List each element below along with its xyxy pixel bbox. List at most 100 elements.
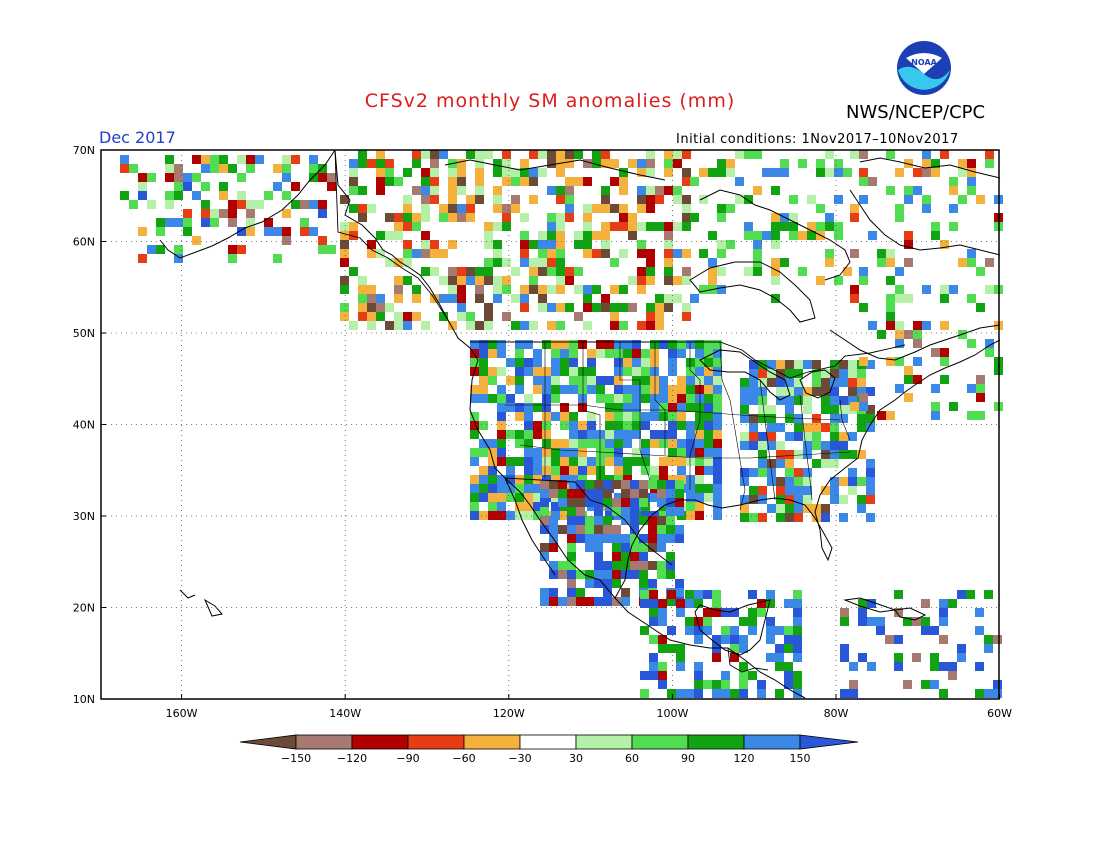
anomaly-cell [913, 330, 922, 339]
anomaly-cell [515, 439, 524, 448]
anomaly-cell [866, 459, 875, 468]
anomaly-cell [686, 358, 695, 367]
anomaly-cell [621, 597, 630, 606]
anomaly-cell [556, 222, 565, 231]
anomaly-cell [587, 457, 596, 466]
anomaly-cell [466, 213, 475, 222]
anomaly-cell [632, 412, 641, 421]
anomaly-cell [520, 213, 529, 222]
anomaly-cell [904, 375, 913, 384]
anomaly-cell [412, 312, 421, 321]
anomaly-cell [603, 480, 612, 489]
anomaly-cell [138, 173, 147, 182]
anomaly-cell [886, 411, 895, 420]
anomaly-cell [648, 534, 657, 543]
anomaly-cell [675, 507, 684, 516]
anomaly-cell [309, 200, 318, 209]
colorbar-label: 120 [733, 752, 755, 765]
anomaly-cell [649, 608, 658, 617]
anomaly-cell [758, 468, 767, 477]
anomaly-cell [475, 276, 484, 285]
anomaly-cell [690, 177, 699, 186]
anomaly-cell [667, 626, 676, 635]
anomaly-cell [677, 349, 686, 358]
anomaly-cell [659, 439, 668, 448]
lon-tick-label: 60W [987, 707, 1012, 720]
anomaly-cell [699, 285, 708, 294]
anomaly-cell [621, 588, 630, 597]
anomaly-cell [695, 403, 704, 412]
anomaly-cell [666, 534, 675, 543]
anomaly-cell [583, 303, 592, 312]
anomaly-cell [834, 222, 843, 231]
anomaly-cell [771, 222, 780, 231]
anomaly-cell [640, 590, 649, 599]
colorbar-segment [519, 734, 577, 750]
anomaly-cell [694, 635, 703, 644]
anomaly-cell [192, 155, 201, 164]
anomaly-cell [839, 360, 848, 369]
anomaly-cell [601, 231, 610, 240]
anomaly-cell [848, 468, 857, 477]
anomaly-cell [866, 423, 875, 432]
anomaly-cell [466, 312, 475, 321]
anomaly-cell [556, 303, 565, 312]
anomaly-cell [488, 484, 497, 493]
anomaly-cell [484, 222, 493, 231]
anomaly-cell [596, 340, 605, 349]
coastlines [159, 149, 1001, 699]
anomaly-cell [630, 534, 639, 543]
anomaly-cell [637, 285, 646, 294]
anomaly-cell [601, 150, 610, 159]
anomaly-cell [556, 240, 565, 249]
anomaly-cell [655, 186, 664, 195]
anomaly-cell [913, 357, 922, 366]
anomaly-cell [403, 168, 412, 177]
anomaly-cell [412, 294, 421, 303]
anomaly-cell [630, 525, 639, 534]
anomaly-cell [904, 393, 913, 402]
anomaly-cell [776, 360, 785, 369]
anomaly-cell [630, 498, 639, 507]
anomaly-cell [493, 258, 502, 267]
anomaly-cell [309, 164, 318, 173]
anomaly-cell [675, 525, 684, 534]
anomaly-cell [538, 249, 547, 258]
anomaly-cell [850, 294, 859, 303]
anomaly-cell [621, 498, 630, 507]
anomaly-cell [587, 466, 596, 475]
anomaly-cell [664, 258, 673, 267]
anomaly-cell [309, 227, 318, 236]
anomaly-cell [594, 480, 603, 489]
anomaly-cell [201, 182, 210, 191]
anomaly-cell [479, 448, 488, 457]
anomaly-cell [547, 258, 556, 267]
anomaly-cell [614, 466, 623, 475]
anomaly-cell [984, 644, 993, 653]
anomaly-cell [542, 394, 551, 403]
anomaly-cell [803, 486, 812, 495]
anomaly-cell [569, 376, 578, 385]
anomaly-cell [201, 155, 210, 164]
anomaly-cell [576, 489, 585, 498]
anomaly-cell [798, 159, 807, 168]
anomaly-cell [403, 249, 412, 258]
anomaly-cell [623, 475, 632, 484]
anomaly-cell [484, 150, 493, 159]
anomaly-cell [659, 412, 668, 421]
anomaly-cell [721, 671, 730, 680]
anomaly-cell [603, 534, 612, 543]
anomaly-cell [560, 421, 569, 430]
anomaly-cell [830, 441, 839, 450]
anomaly-cell [849, 680, 858, 689]
anomaly-cell [648, 561, 657, 570]
anomaly-cell [601, 249, 610, 258]
anomaly-cell [641, 448, 650, 457]
anomaly-cell [735, 177, 744, 186]
anomaly-cell [664, 186, 673, 195]
anomaly-cell [547, 303, 556, 312]
anomaly-cell [587, 430, 596, 439]
anomaly-cell [668, 412, 677, 421]
anomaly-cell [219, 182, 228, 191]
anomaly-cell [565, 213, 574, 222]
